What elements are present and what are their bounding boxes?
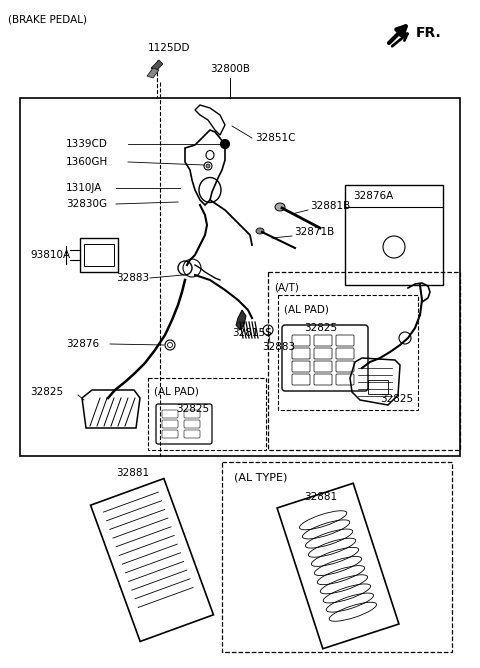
Text: 32825: 32825 [380,394,413,404]
Text: 32800B: 32800B [210,64,250,74]
Polygon shape [147,68,159,78]
Text: 32883: 32883 [262,342,295,352]
Text: 32881: 32881 [304,492,337,502]
Text: (AL PAD): (AL PAD) [154,386,199,396]
Polygon shape [151,60,163,72]
Text: 32825: 32825 [30,387,63,397]
Text: 32876A: 32876A [353,191,393,201]
Text: 32883: 32883 [116,273,149,283]
Text: 32876: 32876 [66,339,99,349]
Bar [368,380,388,394]
Text: 32851C: 32851C [255,133,296,143]
Text: 32881: 32881 [116,468,149,478]
Bar [345,185,443,285]
Bar [84,244,114,266]
Text: 1310JA: 1310JA [66,183,102,193]
Bar [268,272,460,450]
Ellipse shape [275,203,285,211]
Text: (AL TYPE): (AL TYPE) [234,472,288,482]
Text: 32825: 32825 [304,323,337,333]
Text: 1360GH: 1360GH [66,157,108,167]
Bar [222,462,452,652]
Bar [20,98,460,456]
Text: 32825: 32825 [176,404,209,414]
Text: 1125DD: 1125DD [148,43,191,53]
Ellipse shape [220,140,229,148]
Bar [148,378,266,450]
Text: 1339CD: 1339CD [66,139,108,149]
Text: 32830G: 32830G [66,199,107,209]
Text: 32881B: 32881B [310,201,350,211]
Text: (A/T): (A/T) [274,282,299,292]
Ellipse shape [206,164,210,168]
Text: FR.: FR. [416,26,442,40]
Polygon shape [236,310,246,330]
Text: 93810A: 93810A [30,250,70,260]
Bar [278,295,418,410]
Ellipse shape [256,228,264,234]
Text: 32871B: 32871B [294,227,334,237]
Text: 32815S: 32815S [232,328,272,338]
Text: (BRAKE PEDAL): (BRAKE PEDAL) [8,14,87,24]
Text: (AL PAD): (AL PAD) [284,305,329,315]
